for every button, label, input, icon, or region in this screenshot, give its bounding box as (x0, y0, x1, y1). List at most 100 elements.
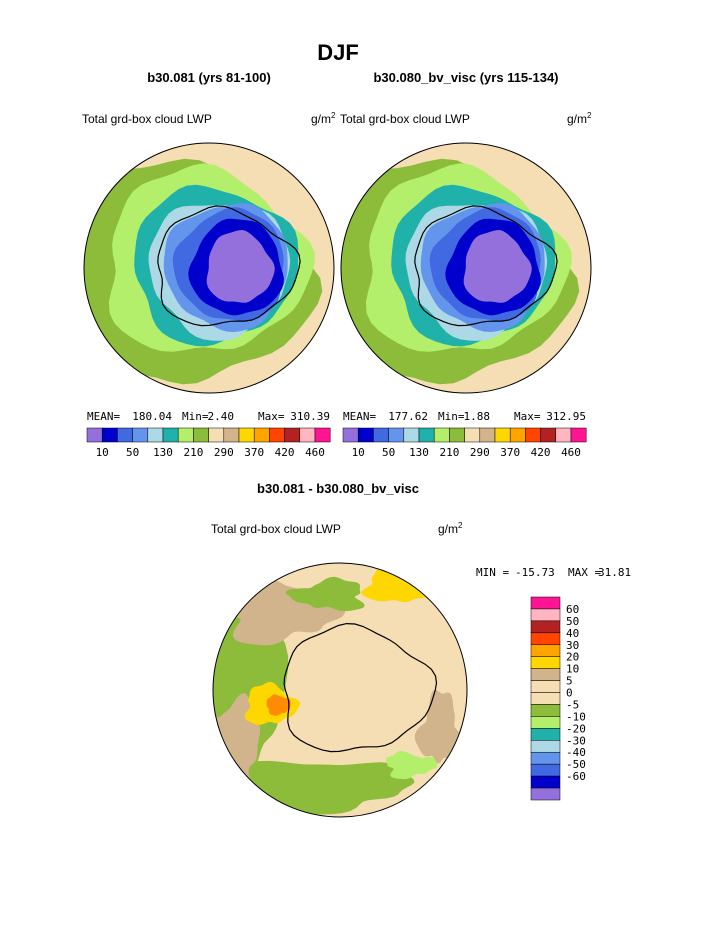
colorbar-box (530, 787, 561, 801)
colorbar-box (525, 427, 541, 443)
colorbar-box (530, 716, 561, 729)
colorbar-box (314, 427, 331, 443)
colorbar-box (177, 427, 194, 443)
variable-label: Total grd-box cloud LWP (82, 112, 212, 126)
stat: 31.81 (598, 566, 631, 579)
colorbar-box (86, 427, 103, 443)
colorbar-box (403, 427, 420, 443)
map (84, 143, 334, 393)
colorbar-label: 370 (244, 446, 264, 459)
panel-title: b30.081 (yrs 81-100) (147, 70, 271, 85)
coastline (414, 205, 558, 327)
map (341, 143, 591, 393)
stat: 310.39 (290, 410, 330, 423)
colorbar-label: 290 (470, 446, 490, 459)
map-border (83, 142, 335, 394)
colorbar-label: 10 (566, 663, 579, 676)
colorbar-label: 420 (531, 446, 551, 459)
colorbar-label: -40 (566, 746, 586, 759)
colorbar-label: 290 (214, 446, 234, 459)
colorbar-box (284, 427, 301, 443)
colorbar-label: 210 (439, 446, 459, 459)
units: g/m2 (567, 111, 592, 126)
units-power: 2 (458, 521, 463, 530)
coastline (157, 205, 301, 327)
colorbar-box (530, 763, 561, 777)
colorbar-box (193, 427, 209, 443)
map (213, 563, 467, 817)
colorbar-label: -5 (566, 698, 579, 711)
colorbar-box (147, 427, 164, 443)
colorbar-box (530, 692, 561, 705)
colorbar-label: 40 (566, 627, 579, 640)
diff-title: b30.081 - b30.080_bv_visc (257, 481, 419, 496)
colorbar-label: 130 (153, 446, 173, 459)
stat: 1.88 (464, 410, 491, 423)
colorbar-box (530, 620, 561, 634)
colorbar-box (540, 427, 557, 443)
stat: Max= (514, 410, 541, 423)
colorbar-box (433, 427, 450, 443)
stat: Max= (258, 410, 285, 423)
colorbar-label: 0 (566, 687, 573, 700)
colorbar-label: 460 (305, 446, 325, 459)
colorbar-label: 5 (566, 675, 573, 688)
panel-title: b30.080_bv_visc (yrs 115-134) (373, 70, 558, 85)
colorbar-label: -10 (566, 710, 586, 723)
colorbar-label: -50 (566, 758, 586, 771)
colorbar-box (269, 427, 285, 443)
colorbar-box (530, 608, 561, 622)
main-title: DJF (317, 40, 359, 65)
colorbar-box (530, 680, 561, 693)
colorbar-label: -20 (566, 722, 586, 735)
stat: 2.40 (208, 410, 235, 423)
contour (266, 694, 291, 716)
colorbar-box (530, 632, 561, 646)
coastline (283, 622, 438, 753)
colorbar-label: 460 (561, 446, 581, 459)
colorbar-box (530, 751, 561, 765)
colorbar-box (299, 427, 316, 443)
colorbar-box (449, 427, 465, 443)
units-power: 2 (331, 111, 336, 120)
colorbar-box (357, 427, 374, 443)
stat: MIN = (476, 566, 509, 579)
units: g/m2 (311, 111, 336, 126)
stat: 312.95 (546, 410, 586, 423)
colorbar-label: 30 (566, 639, 579, 652)
colorbar-box (373, 427, 389, 443)
colorbar-box (253, 427, 270, 443)
colorbar-box (494, 427, 511, 443)
stat: MEAN= (343, 410, 376, 423)
colorbar-box (509, 427, 526, 443)
colorbar-label: 10 (352, 446, 365, 459)
colorbar-box (530, 740, 561, 753)
colorbar-label: 210 (183, 446, 203, 459)
colorbar-box (464, 427, 481, 443)
colorbar-label: 60 (566, 603, 579, 616)
variable-label: Total grd-box cloud LWP (211, 522, 341, 536)
stat: 177.62 (388, 410, 428, 423)
colorbar-box (530, 775, 561, 789)
map-border (212, 562, 468, 818)
stat: Min= (182, 410, 209, 423)
colorbar-box (223, 427, 240, 443)
colorbar-label: 10 (96, 446, 109, 459)
colorbar-box (238, 427, 255, 443)
stat: Min= (438, 410, 465, 423)
colorbar-label: 50 (126, 446, 139, 459)
map-border (340, 142, 592, 394)
colorbar-label: 50 (566, 615, 579, 628)
stat: -15.73 (515, 566, 555, 579)
stat: MEAN= (87, 410, 120, 423)
contour (414, 689, 464, 764)
contour (463, 230, 532, 303)
colorbar-box (342, 427, 359, 443)
colorbar-box (530, 668, 561, 681)
colorbar-box (530, 728, 561, 741)
colorbar-label: 20 (566, 651, 579, 664)
units-power: 2 (587, 111, 592, 120)
colorbar-box (479, 427, 496, 443)
